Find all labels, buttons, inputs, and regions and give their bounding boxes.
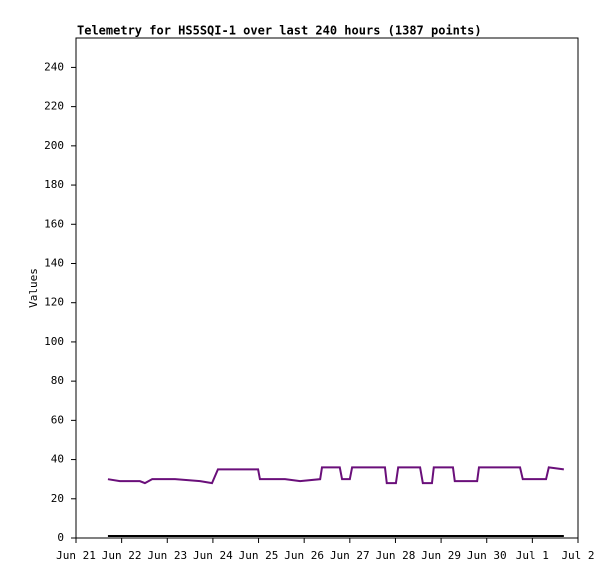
y-tick-label: 240 <box>44 60 64 73</box>
x-tick-label: Jun 24 <box>193 549 233 562</box>
x-tick-label: Jul 2 <box>561 549 594 562</box>
y-tick-label: 220 <box>44 100 64 113</box>
y-tick-label: 40 <box>51 453 64 466</box>
y-tick-label: 80 <box>51 374 64 387</box>
y-axis-label: Values <box>27 268 40 308</box>
chart-title: Telemetry for HS5SQI-1 over last 240 hou… <box>77 24 482 38</box>
y-tick-label: 140 <box>44 256 64 269</box>
x-tick-label: Jun 25 <box>239 549 279 562</box>
x-tick-label: Jun 23 <box>147 549 187 562</box>
x-tick-label: Jun 29 <box>421 549 461 562</box>
x-tick-label: Jun 28 <box>376 549 416 562</box>
y-tick-label: 160 <box>44 217 64 230</box>
y-tick-label: 60 <box>51 413 64 426</box>
x-tick-label: Jun 26 <box>284 549 324 562</box>
x-tick-label: Jun 30 <box>467 549 507 562</box>
y-tick-label: 200 <box>44 139 64 152</box>
y-tick-label: 180 <box>44 178 64 191</box>
y-tick-label: 120 <box>44 296 64 309</box>
x-tick-label: Jun 27 <box>330 549 370 562</box>
plot-frame <box>75 37 579 539</box>
y-tick-label: 20 <box>51 492 64 505</box>
y-tick-label: 0 <box>57 531 64 544</box>
y-tick-label: 100 <box>44 335 64 348</box>
x-tick-label: Jun 22 <box>102 549 142 562</box>
x-tick-label: Jun 21 <box>56 549 96 562</box>
x-tick-label: Jul 1 <box>516 549 549 562</box>
series-line <box>107 466 564 485</box>
